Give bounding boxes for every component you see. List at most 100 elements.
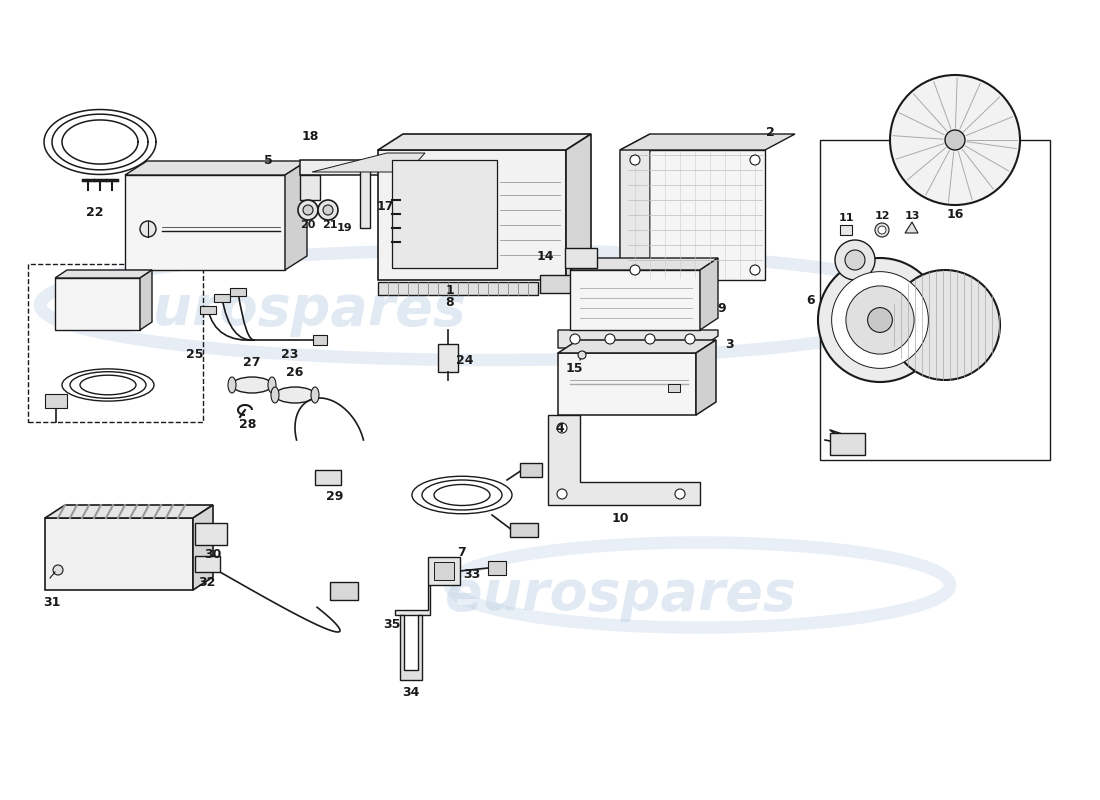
Polygon shape xyxy=(558,340,716,353)
Bar xyxy=(428,557,460,585)
Text: 4: 4 xyxy=(556,422,564,434)
Text: 11: 11 xyxy=(838,213,854,223)
Bar xyxy=(520,463,542,477)
Text: eurospares: eurospares xyxy=(444,568,795,622)
Circle shape xyxy=(750,155,760,165)
Text: eurospares: eurospares xyxy=(114,283,465,337)
Text: 32: 32 xyxy=(198,575,216,589)
Text: 33: 33 xyxy=(463,569,481,582)
Circle shape xyxy=(835,240,874,280)
Polygon shape xyxy=(905,222,918,233)
Polygon shape xyxy=(620,134,650,280)
Text: 9: 9 xyxy=(717,302,726,314)
Polygon shape xyxy=(300,150,440,175)
Circle shape xyxy=(945,130,965,150)
Polygon shape xyxy=(566,134,591,280)
Text: 3: 3 xyxy=(726,338,735,351)
Text: 22: 22 xyxy=(86,206,103,218)
Text: 16: 16 xyxy=(946,209,964,222)
Text: 18: 18 xyxy=(301,130,319,143)
Text: 6: 6 xyxy=(806,294,815,306)
Polygon shape xyxy=(696,340,716,415)
Polygon shape xyxy=(285,161,307,270)
Bar xyxy=(28,264,204,422)
Circle shape xyxy=(868,308,892,333)
Bar xyxy=(378,282,538,295)
Text: 21: 21 xyxy=(322,220,338,230)
Bar xyxy=(330,582,358,600)
Polygon shape xyxy=(620,150,764,280)
Polygon shape xyxy=(700,258,718,330)
Bar xyxy=(230,288,246,296)
Polygon shape xyxy=(55,278,140,330)
Circle shape xyxy=(845,250,865,270)
Text: 28: 28 xyxy=(240,418,256,431)
Text: 34: 34 xyxy=(403,686,420,698)
Bar xyxy=(830,433,865,455)
Text: 31: 31 xyxy=(43,595,60,609)
Text: 15: 15 xyxy=(565,362,583,374)
Polygon shape xyxy=(395,585,430,615)
Circle shape xyxy=(53,565,63,575)
Polygon shape xyxy=(620,134,795,150)
Polygon shape xyxy=(548,415,700,505)
Circle shape xyxy=(685,334,695,344)
Polygon shape xyxy=(400,615,422,680)
Bar xyxy=(200,306,216,314)
Text: 5: 5 xyxy=(264,154,273,166)
Text: 12: 12 xyxy=(874,211,890,221)
Text: 27: 27 xyxy=(243,357,261,370)
Polygon shape xyxy=(45,518,192,590)
Circle shape xyxy=(302,205,313,215)
Polygon shape xyxy=(300,175,320,200)
Circle shape xyxy=(140,221,156,237)
Circle shape xyxy=(890,75,1020,205)
Circle shape xyxy=(298,200,318,220)
Bar xyxy=(510,523,538,537)
Bar xyxy=(315,470,341,485)
Ellipse shape xyxy=(311,387,319,403)
Bar xyxy=(392,160,497,268)
Circle shape xyxy=(578,351,586,359)
Text: 30: 30 xyxy=(205,547,222,561)
Text: 19: 19 xyxy=(338,223,353,233)
Ellipse shape xyxy=(271,387,279,403)
Circle shape xyxy=(570,334,580,344)
Polygon shape xyxy=(45,505,213,518)
Text: 26: 26 xyxy=(286,366,304,379)
Text: 24: 24 xyxy=(456,354,474,366)
Bar xyxy=(668,384,680,392)
Text: 25: 25 xyxy=(186,349,204,362)
Text: 2: 2 xyxy=(766,126,774,138)
Polygon shape xyxy=(558,330,718,348)
Bar xyxy=(314,335,327,345)
Circle shape xyxy=(630,155,640,165)
Bar xyxy=(434,562,454,580)
Bar xyxy=(195,556,220,572)
Polygon shape xyxy=(378,134,591,150)
Circle shape xyxy=(645,334,654,344)
Circle shape xyxy=(818,258,942,382)
Circle shape xyxy=(557,423,566,433)
Bar xyxy=(360,170,370,228)
Bar xyxy=(195,523,227,545)
Text: 14: 14 xyxy=(537,250,553,263)
Circle shape xyxy=(846,286,914,354)
Circle shape xyxy=(630,265,640,275)
Bar xyxy=(840,225,852,235)
Ellipse shape xyxy=(228,377,236,393)
Circle shape xyxy=(750,265,760,275)
Bar xyxy=(820,140,1050,460)
Circle shape xyxy=(832,272,928,368)
Polygon shape xyxy=(140,270,152,330)
Text: 13: 13 xyxy=(904,211,920,221)
Text: 29: 29 xyxy=(327,490,343,503)
Circle shape xyxy=(318,200,338,220)
Polygon shape xyxy=(55,270,152,278)
Text: 23: 23 xyxy=(282,349,299,362)
Circle shape xyxy=(675,489,685,499)
Text: 17: 17 xyxy=(376,199,394,213)
Polygon shape xyxy=(312,153,425,172)
Text: 7: 7 xyxy=(458,546,466,558)
Circle shape xyxy=(557,489,566,499)
